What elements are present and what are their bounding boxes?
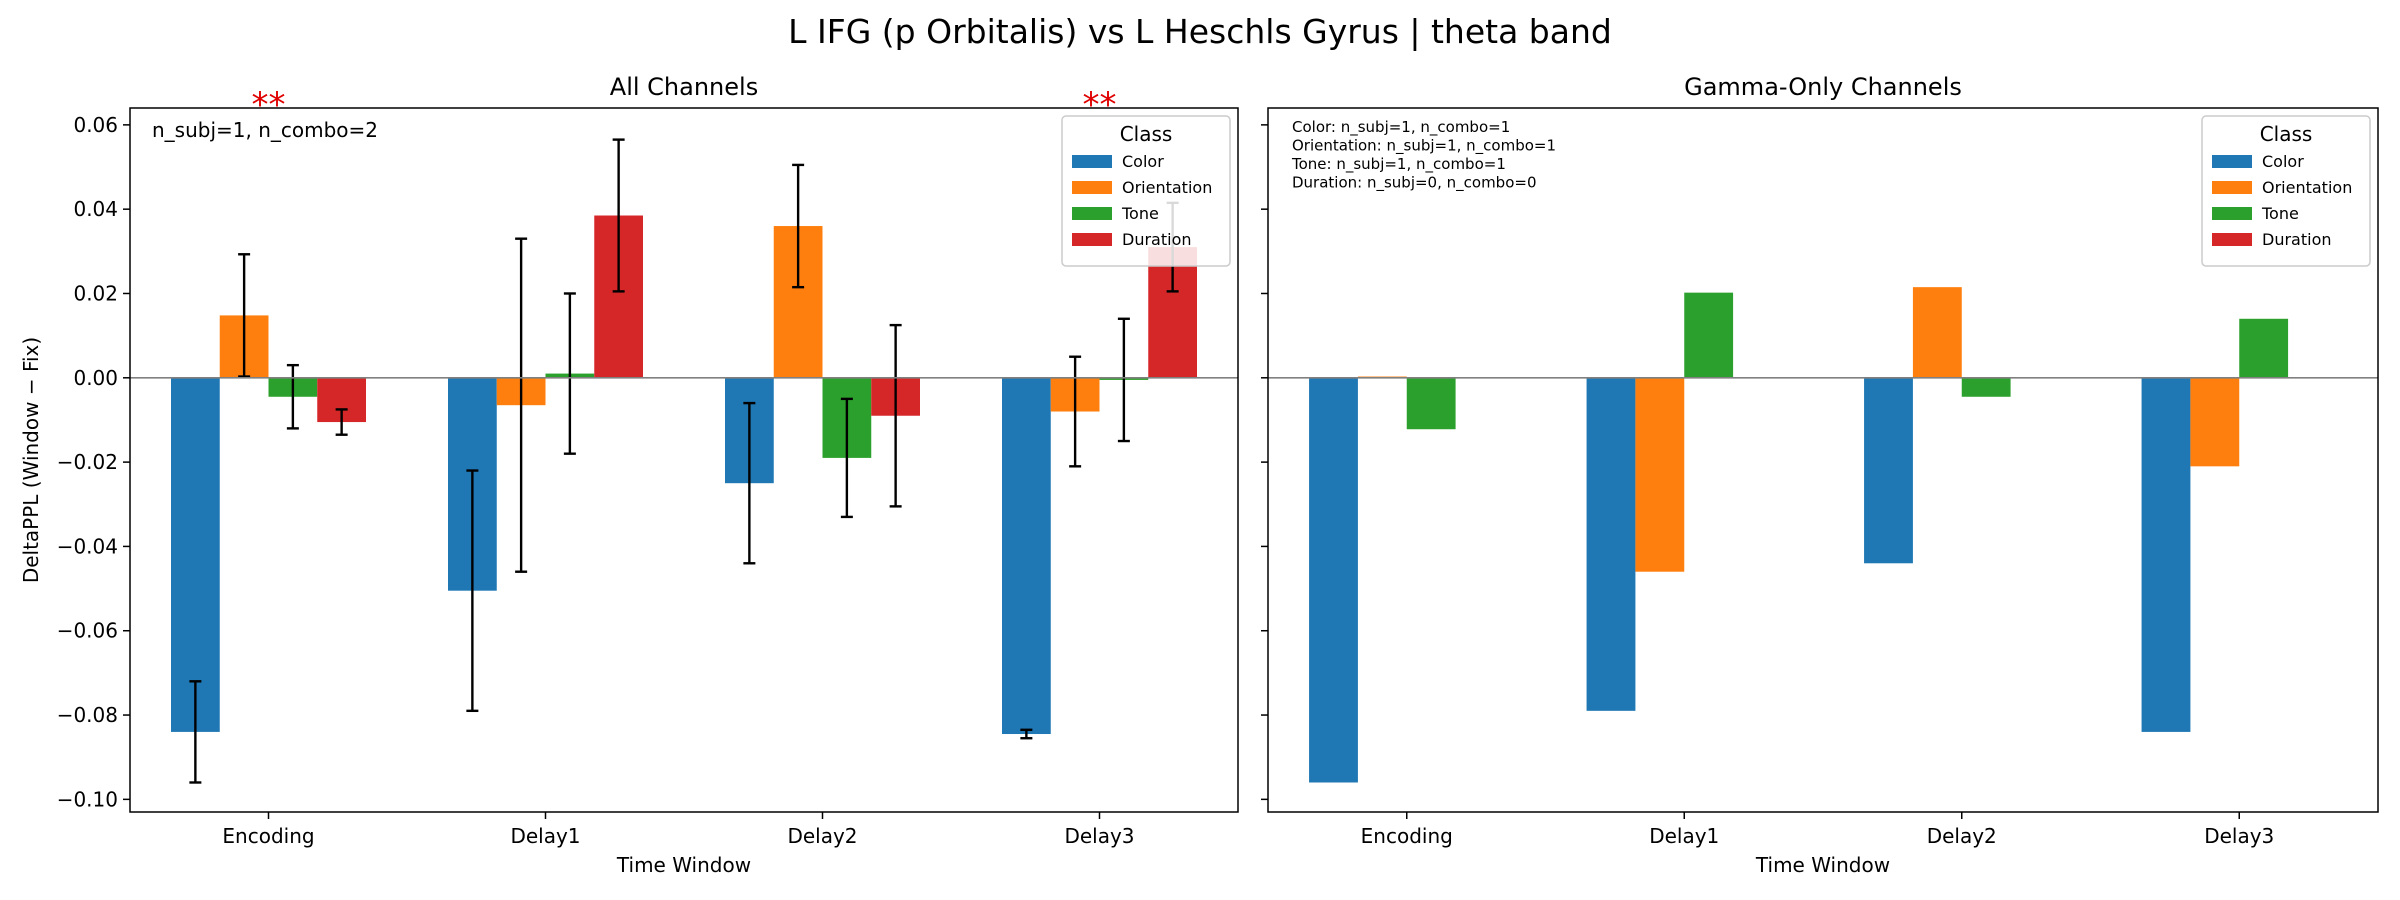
errorbar-color-delay3	[1020, 728, 1033, 740]
annotation-line: Color: n_subj=1, n_combo=1	[1292, 118, 1510, 137]
legend-swatch-orientation	[1072, 181, 1112, 194]
legend-swatch-orientation	[2212, 181, 2252, 194]
annotation-line: Orientation: n_subj=1, n_combo=1	[1292, 137, 1556, 156]
panel-title: Gamma-Only Channels	[1684, 73, 1962, 101]
errorbar-color-delay1	[466, 469, 479, 713]
y-tick-label: −0.08	[57, 703, 118, 727]
errorbar-duration-encoding	[335, 408, 348, 436]
legend: Class Color Orientation Tone Duration	[2201, 115, 2371, 267]
bar-color-delay3	[2141, 377, 2191, 732]
legend-label-tone: Tone	[1121, 204, 1159, 223]
y-tick-label: 0.02	[73, 281, 118, 305]
y-axis-label: DeltaPPL (Window − Fix)	[19, 337, 43, 583]
errorbar-orientation-delay2	[792, 163, 805, 289]
errorbar-orientation-delay3	[1069, 355, 1082, 468]
bar-color-delay1	[1586, 377, 1636, 711]
significance-marker-encoding: **	[252, 85, 286, 125]
y-tick-label: −0.04	[57, 534, 118, 558]
y-tick-label: −0.10	[57, 787, 118, 811]
annotation-line: Duration: n_subj=0, n_combo=0	[1292, 174, 1537, 193]
bar-tone-delay3	[2239, 318, 2289, 378]
legend-swatch-tone	[2212, 207, 2252, 220]
y-tick-label: 0.06	[73, 113, 118, 137]
bar-color-delay2	[1864, 377, 1913, 564]
errorbar-orientation-delay1	[515, 237, 528, 573]
annotation-text: n_subj=1, n_combo=2	[152, 118, 378, 142]
x-axis-label: Time Window	[1755, 853, 1890, 877]
x-tick-label-delay2: Delay2	[1927, 824, 1997, 848]
errorbar-tone-delay3	[1117, 317, 1130, 443]
bar-orientation-delay1	[1635, 377, 1685, 572]
legend-label-orientation: Orientation	[2262, 178, 2352, 197]
errorbar-color-delay2	[743, 401, 756, 565]
errorbar-duration-delay1	[612, 138, 625, 293]
legend-label-duration: Duration	[1122, 230, 1192, 249]
legend-swatch-tone	[1072, 207, 1112, 220]
bar-orientation-delay2	[1912, 287, 1962, 378]
panel-title: All Channels	[610, 73, 758, 101]
legend-label-duration: Duration	[2262, 230, 2332, 249]
y-tick-label: 0.00	[73, 366, 118, 390]
legend-box	[2201, 115, 2371, 267]
legend-title: Class	[2260, 122, 2313, 146]
bar-color-delay3	[1002, 377, 1051, 735]
legend-title: Class	[1120, 122, 1173, 146]
bar-tone-delay2	[1961, 377, 2011, 397]
x-tick-label-delay1: Delay1	[510, 824, 580, 848]
legend: Class Color Orientation Tone Duration	[1061, 115, 1231, 267]
x-tick-label-delay2: Delay2	[787, 824, 857, 848]
x-axis-label: Time Window	[616, 853, 751, 877]
errorbar-tone-encoding	[286, 363, 299, 430]
errorbar-orientation-encoding	[238, 253, 251, 378]
legend-box	[1061, 115, 1231, 267]
x-tick-label-delay3: Delay3	[2204, 824, 2274, 848]
legend-swatch-duration	[2212, 233, 2252, 246]
errorbar-tone-delay1	[563, 292, 576, 455]
legend-label-orientation: Orientation	[1122, 178, 1212, 197]
x-tick-label-delay1: Delay1	[1649, 824, 1719, 848]
errorbar-duration-delay2	[889, 323, 902, 508]
legend-swatch-color	[2212, 155, 2252, 168]
legend-label-tone: Tone	[2261, 204, 2299, 223]
x-tick-label-encoding: Encoding	[1361, 824, 1453, 848]
axes-frame	[129, 107, 1239, 813]
y-tick-label: 0.04	[73, 197, 118, 221]
panel-gamma-only-channels: Encoding Delay1 Delay2 Delay3 Time Window Gam…	[1261, 73, 2379, 877]
bar-tone-delay1	[1684, 292, 1734, 378]
axes-frame	[1267, 107, 2379, 813]
errorbar-tone-delay2	[840, 397, 853, 519]
annotation-line: Tone: n_subj=1, n_combo=1	[1291, 155, 1506, 174]
errorbar-color-encoding	[189, 680, 202, 784]
legend-label-color: Color	[2262, 152, 2304, 171]
figure-title: L IFG (p Orbitalis) vs L Heschls Gyrus |…	[788, 12, 1612, 51]
legend-swatch-duration	[1072, 233, 1112, 246]
panel-all-channels: Encoding Delay1 Delay2 Delay3 −0.10 −0.08 −0.0…	[19, 73, 1239, 877]
x-tick-label-delay3: Delay3	[1064, 824, 1134, 848]
legend-swatch-color	[1072, 155, 1112, 168]
legend-label-color: Color	[1122, 152, 1164, 171]
y-tick-label: −0.06	[57, 619, 118, 643]
bar-color-encoding	[171, 377, 220, 732]
bar-color-encoding	[1309, 377, 1358, 783]
bar-tone-encoding	[1406, 377, 1456, 430]
x-tick-label-encoding: Encoding	[222, 824, 314, 848]
y-tick-label: −0.02	[57, 450, 118, 474]
bar-orientation-delay3	[2190, 377, 2240, 467]
